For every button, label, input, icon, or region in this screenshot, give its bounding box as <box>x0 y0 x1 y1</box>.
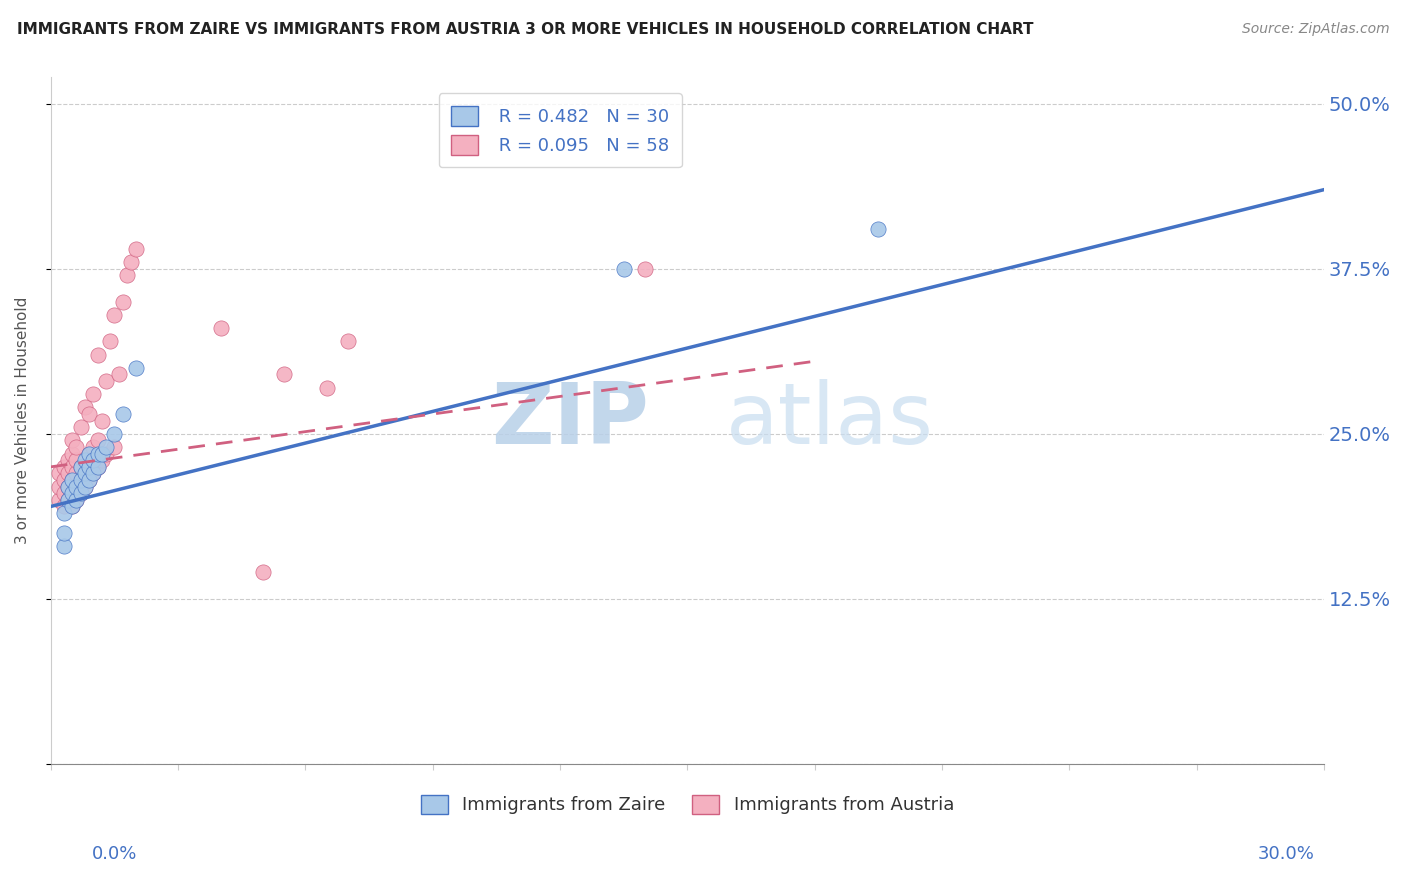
Point <box>121 255 143 269</box>
Point <box>94 440 117 454</box>
Point <box>94 447 117 461</box>
Text: IMMIGRANTS FROM ZAIRE VS IMMIGRANTS FROM AUSTRIA 3 OR MORE VEHICLES IN HOUSEHOLD: IMMIGRANTS FROM ZAIRE VS IMMIGRANTS FROM… <box>17 22 1033 37</box>
Point <box>65 492 87 507</box>
Point <box>73 467 96 481</box>
Point <box>60 500 83 514</box>
Point <box>86 348 108 362</box>
Point <box>65 492 87 507</box>
Point <box>86 459 108 474</box>
Point <box>82 467 104 481</box>
Point <box>52 473 75 487</box>
Text: 0.0%: 0.0% <box>91 846 136 863</box>
Point <box>56 480 79 494</box>
Point <box>60 486 83 500</box>
Point <box>82 387 104 401</box>
Point <box>90 414 112 428</box>
Point <box>69 459 91 474</box>
Point <box>48 467 70 481</box>
Point <box>48 492 70 507</box>
Text: ZIP: ZIP <box>492 379 650 462</box>
Point <box>82 453 104 467</box>
Point <box>77 447 100 461</box>
Point <box>252 566 274 580</box>
Point <box>65 467 87 481</box>
Point <box>77 473 100 487</box>
Point <box>52 506 75 520</box>
Point <box>77 473 100 487</box>
Point <box>65 453 87 467</box>
Point <box>52 525 75 540</box>
Point <box>90 453 112 467</box>
Point <box>69 486 91 500</box>
Point <box>273 368 295 382</box>
Point <box>56 480 79 494</box>
Point <box>868 222 890 236</box>
Point <box>103 440 125 454</box>
Point <box>613 261 636 276</box>
Text: Source: ZipAtlas.com: Source: ZipAtlas.com <box>1241 22 1389 37</box>
Point <box>634 261 657 276</box>
Point <box>336 334 359 349</box>
Point <box>60 500 83 514</box>
Point <box>52 486 75 500</box>
Point <box>107 368 129 382</box>
Legend: Immigrants from Zaire, Immigrants from Austria: Immigrants from Zaire, Immigrants from A… <box>412 786 963 823</box>
Point <box>69 459 91 474</box>
Point <box>65 480 87 494</box>
Point <box>103 426 125 441</box>
Point <box>77 459 100 474</box>
Point <box>65 440 87 454</box>
Point <box>82 453 104 467</box>
Point <box>90 447 112 461</box>
Point <box>60 447 83 461</box>
Point <box>69 486 91 500</box>
Point <box>315 381 337 395</box>
Point <box>111 294 134 309</box>
Point <box>60 473 83 487</box>
Point <box>52 539 75 553</box>
Point <box>52 459 75 474</box>
Point <box>52 500 75 514</box>
Point <box>60 434 83 448</box>
Point <box>56 492 79 507</box>
Point <box>86 434 108 448</box>
Text: atlas: atlas <box>725 379 934 462</box>
Point <box>77 447 100 461</box>
Point <box>86 447 108 461</box>
Point <box>60 459 83 474</box>
Point <box>56 467 79 481</box>
Point <box>73 480 96 494</box>
Point <box>48 480 70 494</box>
Point <box>65 480 87 494</box>
Point <box>111 407 134 421</box>
Point <box>115 268 138 283</box>
Point <box>73 401 96 415</box>
Point <box>60 473 83 487</box>
Point <box>103 308 125 322</box>
Y-axis label: 3 or more Vehicles in Household: 3 or more Vehicles in Household <box>15 297 30 544</box>
Point <box>73 453 96 467</box>
Point <box>69 420 91 434</box>
Point <box>94 374 117 388</box>
Point <box>56 453 79 467</box>
Point <box>125 360 148 375</box>
Point <box>73 467 96 481</box>
Point <box>86 459 108 474</box>
Point <box>69 473 91 487</box>
Point <box>77 407 100 421</box>
Point <box>98 334 121 349</box>
Point <box>73 480 96 494</box>
Point <box>69 473 91 487</box>
Point <box>56 492 79 507</box>
Point <box>60 486 83 500</box>
Point <box>82 467 104 481</box>
Point <box>209 321 232 335</box>
Point <box>125 242 148 256</box>
Point <box>77 459 100 474</box>
Text: 30.0%: 30.0% <box>1258 846 1315 863</box>
Point <box>82 440 104 454</box>
